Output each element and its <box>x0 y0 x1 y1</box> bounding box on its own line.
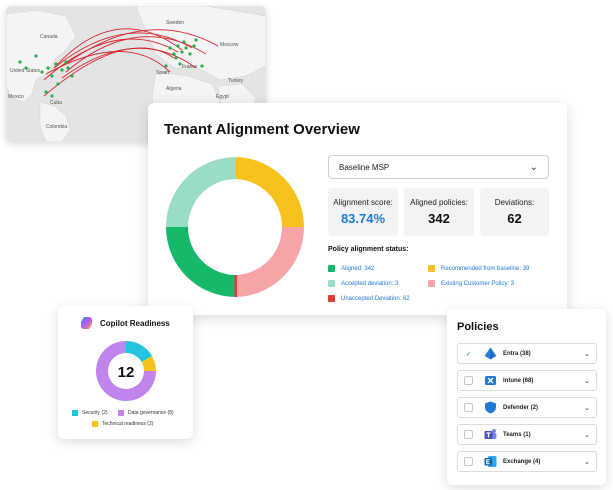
copilot-total-value: 12 <box>118 364 135 381</box>
chevron-down-icon: ⌄ <box>584 404 590 412</box>
policy-item-label: Intune (68) <box>503 377 534 384</box>
deviations-value: 62 <box>507 211 522 226</box>
intune-icon <box>483 374 497 388</box>
legend-swatch <box>428 265 435 272</box>
map-label: Cuba <box>50 100 62 106</box>
donut-segment-security <box>126 341 152 362</box>
policies-title: Policies <box>457 321 499 333</box>
alignment-score-value: 83.74% <box>340 211 386 226</box>
map-label: France <box>182 64 198 70</box>
legend-label: Data governance (8) <box>128 410 174 416</box>
copilot-legend-technical: Technical readiness (2) <box>92 421 153 427</box>
alignment-donut-chart <box>166 157 304 297</box>
donut-segment-recommended <box>236 157 304 227</box>
map-label: Spain <box>156 70 169 76</box>
copilot-readiness-card: Copilot Readiness 12 Security (2) Data g… <box>58 306 193 439</box>
world-map: Canada United States Mexico Colombia Swe… <box>6 6 266 142</box>
copilot-legend-security: Security (2) <box>72 410 108 416</box>
copilot-header: Copilot Readiness <box>80 316 170 330</box>
chevron-down-icon: ⌄ <box>584 350 590 358</box>
policy-item-label: Teams (1) <box>503 431 531 438</box>
legend-item-accepted: Accepted deviation: 3 <box>328 280 398 287</box>
baseline-select-value: Baseline MSP <box>339 162 390 172</box>
policy-item-exchange[interactable]: Exchange (4) ⌄ <box>457 451 597 472</box>
donut-segment-existing <box>236 227 304 297</box>
policy-item-entra[interactable]: ✓ Entra (38) ⌄ <box>457 343 597 364</box>
chevron-down-icon: ⌄ <box>584 377 590 385</box>
aligned-policies-stat: Aligned policies: 342 <box>404 188 474 236</box>
chevron-down-icon: ⌄ <box>529 161 538 173</box>
map-label: Egypt <box>216 94 229 100</box>
legend-label: Accepted deviation: 3 <box>341 280 399 287</box>
policy-item-defender[interactable]: Defender (2) ⌄ <box>457 397 597 418</box>
policy-item-teams[interactable]: Teams (1) ⌄ <box>457 424 597 445</box>
deviations-stat: Deviations: 62 <box>480 188 549 236</box>
alignment-score-label: Alignment score: <box>333 198 393 207</box>
copilot-legend-data-governance: Data governance (8) <box>118 410 174 416</box>
aligned-policies-value: 342 <box>428 211 450 226</box>
legend-label: Aligned: 342 <box>341 265 375 272</box>
legend-swatch <box>328 265 335 272</box>
donut-segment-accepted <box>166 157 236 227</box>
legend-swatch <box>328 280 335 287</box>
policy-checkbox[interactable] <box>464 376 473 385</box>
copilot-icon <box>81 317 92 329</box>
legend-label: Existing Customer Policy: 3 <box>441 280 515 287</box>
map-label: Sweden <box>166 20 185 26</box>
legend-swatch <box>428 280 435 287</box>
policy-checkbox[interactable] <box>464 457 473 466</box>
legend-item-aligned: Aligned: 342 <box>328 265 374 272</box>
legend-label: Recommended from baseline: 39 <box>441 265 530 272</box>
legend-item-recommended: Recommended from baseline: 39 <box>428 265 529 272</box>
map-label: United States <box>10 68 41 74</box>
entra-icon <box>483 347 497 361</box>
defender-icon <box>483 401 497 415</box>
map-label: Canada <box>40 34 58 40</box>
donut-segment-technical <box>141 356 156 371</box>
map-label: Algeria <box>166 86 182 92</box>
donut-segment-unaccepted <box>234 275 238 297</box>
copilot-donut-chart: 12 <box>96 341 156 401</box>
map-label: Turkey <box>228 78 244 84</box>
deviations-label: Deviations: <box>494 198 535 207</box>
donut-segment-data-governance <box>96 341 156 401</box>
legend-swatch <box>92 421 98 427</box>
copilot-readiness-title: Copilot Readiness <box>100 318 170 328</box>
policy-alignment-status-title: Policy alignment status: <box>328 246 409 253</box>
map-label: Colombia <box>46 124 68 130</box>
map-label: Moscow <box>220 42 239 48</box>
policies-card: Policies ✓ Entra (38) ⌄ Intune (68) ⌄ De… <box>447 309 606 485</box>
policy-checkbox[interactable] <box>464 430 473 439</box>
legend-item-existing: Existing Customer Policy: 3 <box>428 280 514 287</box>
map-label: Mexico <box>8 94 24 100</box>
baseline-select[interactable]: Baseline MSP ⌄ <box>328 155 549 179</box>
tenant-alignment-card: Tenant Alignment Overview Baseline MSP ⌄… <box>148 103 567 315</box>
teams-icon <box>483 428 497 442</box>
policy-item-intune[interactable]: Intune (68) ⌄ <box>457 370 597 391</box>
donut-segment-aligned <box>166 227 236 297</box>
legend-label: Technical readiness (2) <box>102 421 154 427</box>
policy-checkbox[interactable] <box>464 403 473 412</box>
chevron-down-icon: ⌄ <box>584 431 590 439</box>
legend-swatch <box>328 295 335 302</box>
legend-label: Security (2) <box>82 410 108 416</box>
aligned-policies-label: Aligned policies: <box>410 198 468 207</box>
exchange-icon <box>483 455 497 469</box>
map-graphic <box>6 6 266 142</box>
legend-swatch <box>72 410 78 416</box>
tenant-alignment-title: Tenant Alignment Overview <box>164 121 360 138</box>
legend-swatch <box>118 410 124 416</box>
policy-checkbox[interactable]: ✓ <box>465 350 472 358</box>
legend-label: Unaccepted Deviation: 62 <box>341 295 410 302</box>
legend-item-unaccepted: Unaccepted Deviation: 62 <box>328 295 410 302</box>
chevron-down-icon: ⌄ <box>584 458 590 466</box>
policy-item-label: Defender (2) <box>503 404 539 411</box>
alignment-score-stat: Alignment score: 83.74% <box>328 188 398 236</box>
policy-item-label: Exchange (4) <box>503 458 541 465</box>
policy-item-label: Entra (38) <box>503 350 531 357</box>
